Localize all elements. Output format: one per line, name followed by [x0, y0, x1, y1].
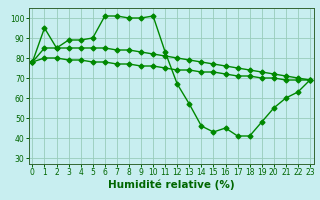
X-axis label: Humidité relative (%): Humidité relative (%) [108, 180, 235, 190]
